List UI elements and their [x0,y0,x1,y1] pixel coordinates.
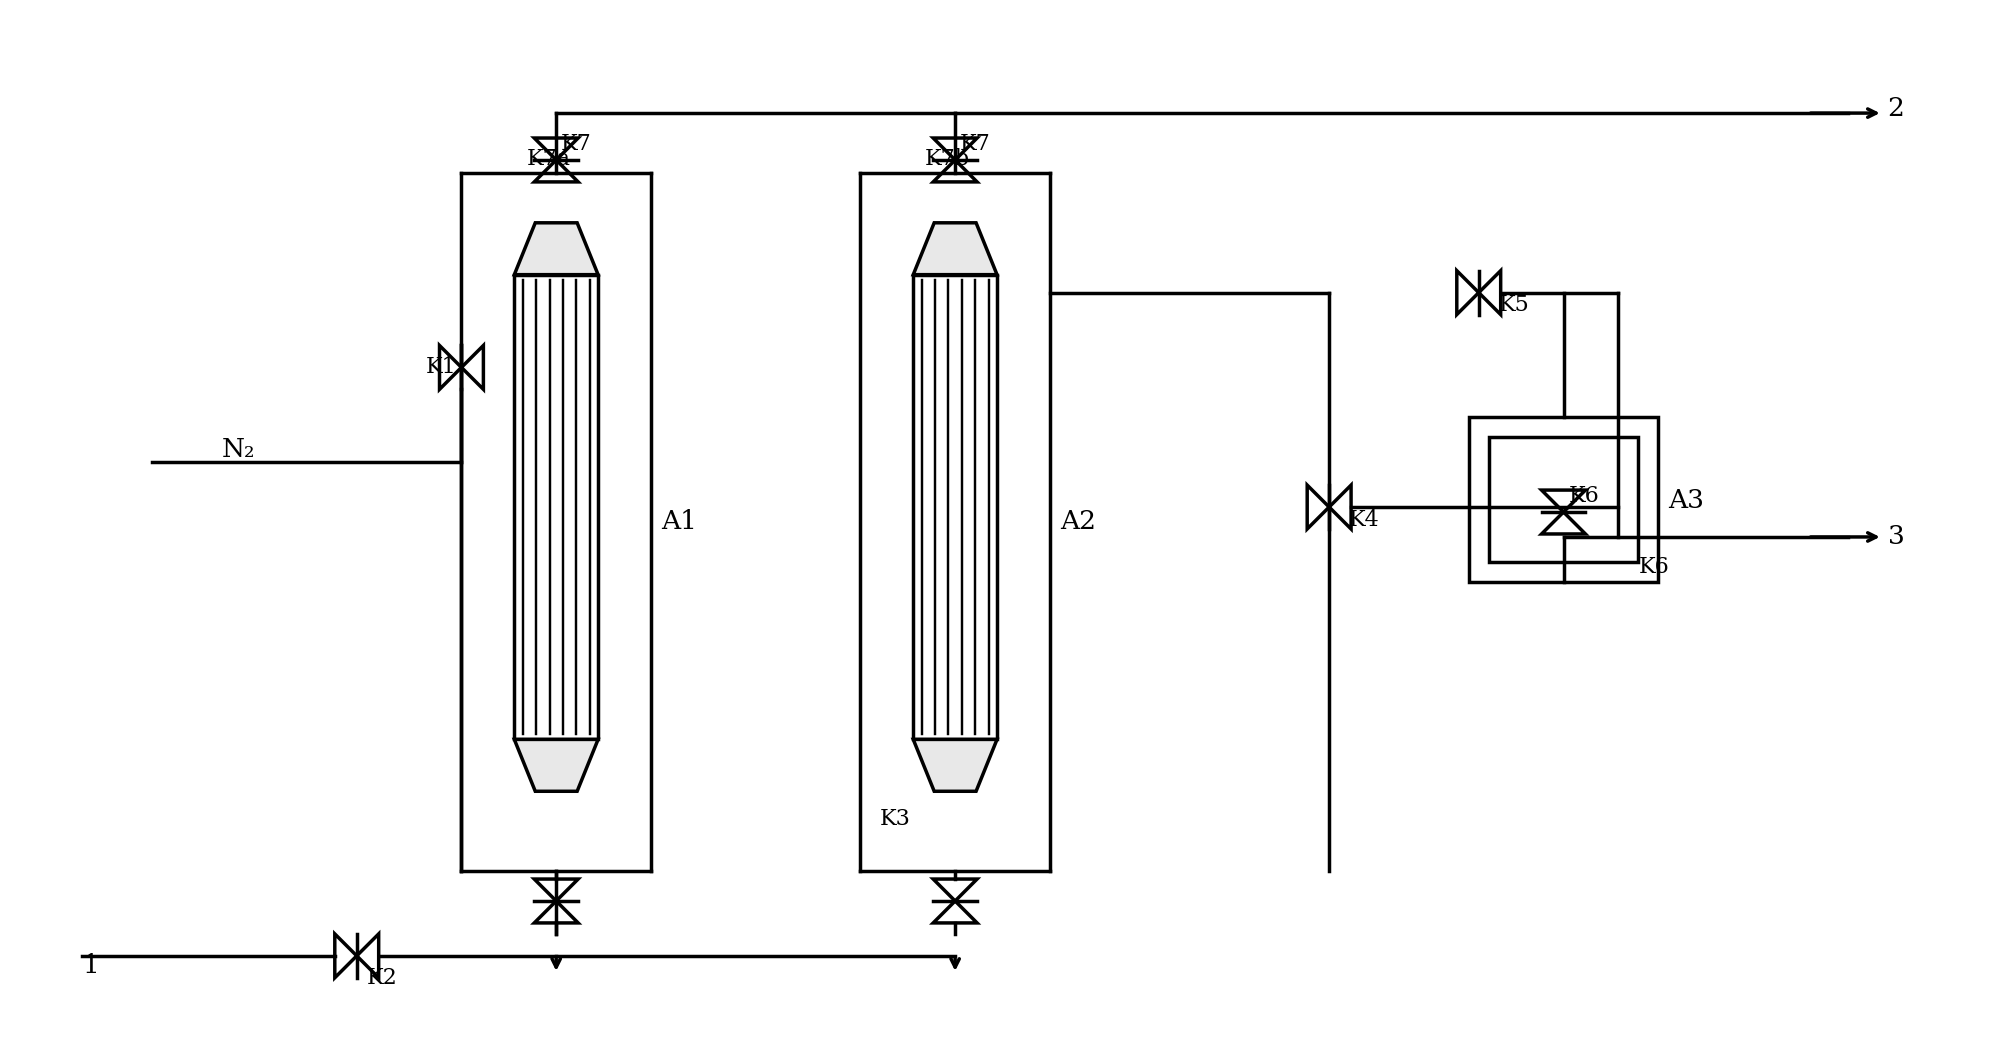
Text: K6: K6 [1638,555,1670,578]
Text: 1: 1 [82,953,99,978]
Text: K7: K7 [561,133,592,155]
Text: A1: A1 [660,510,696,535]
Polygon shape [515,223,598,275]
Text: K6: K6 [1569,485,1600,507]
Text: K7: K7 [960,133,990,155]
Polygon shape [515,740,598,791]
Polygon shape [913,223,998,275]
Text: A3: A3 [1668,488,1704,513]
Text: K4: K4 [1350,508,1380,531]
Text: K7b: K7b [926,148,970,170]
Text: 2: 2 [1887,96,1905,121]
Polygon shape [913,740,998,791]
Text: K1: K1 [427,356,457,378]
Text: N₂: N₂ [221,438,256,463]
Text: K3: K3 [879,809,909,830]
Text: K2: K2 [366,967,398,989]
Text: K5: K5 [1499,294,1529,316]
Text: A2: A2 [1060,510,1097,535]
Text: K7a: K7a [527,148,569,170]
Text: 3: 3 [1887,524,1905,549]
